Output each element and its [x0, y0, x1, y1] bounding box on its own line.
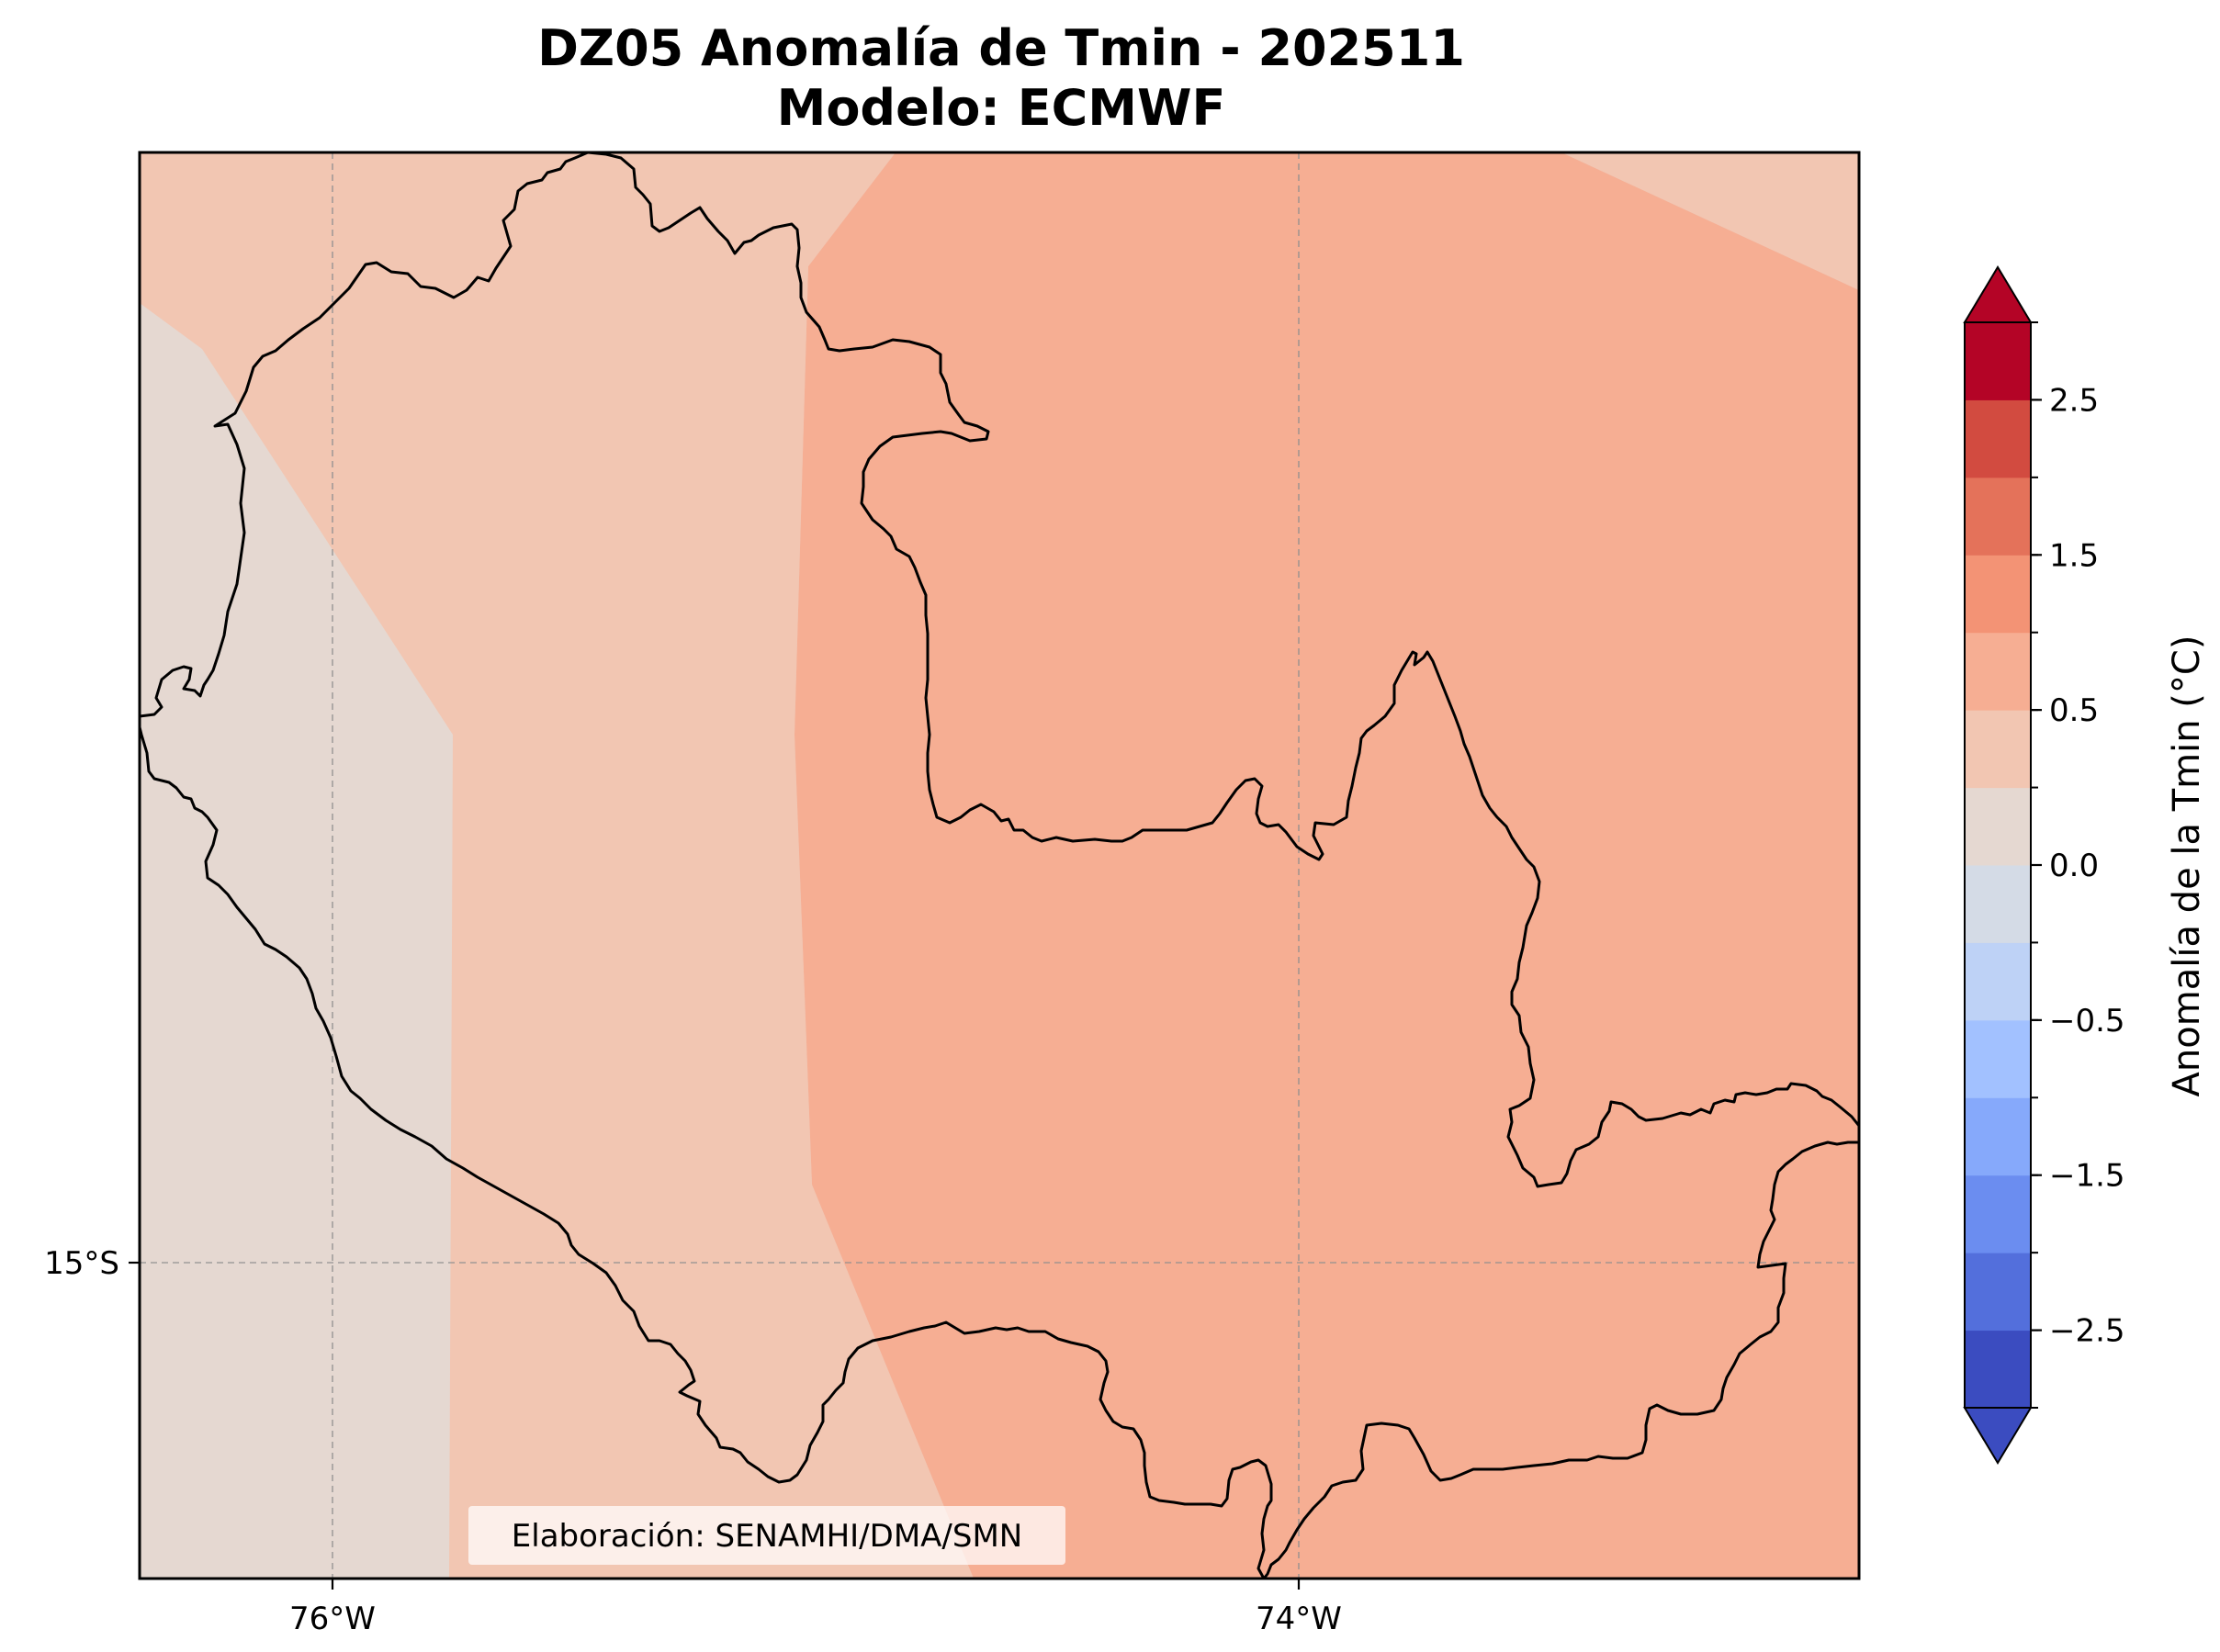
colorbar-tick-label: 1.5 — [2049, 537, 2099, 574]
lat-label-15s: 15°S — [44, 1245, 119, 1282]
colorbar-tick-label: −2.5 — [2049, 1313, 2125, 1350]
colorbar-tick-label: −0.5 — [2049, 1003, 2125, 1040]
colorbar-extend-over — [1963, 265, 2033, 323]
colorbar-segment — [1965, 399, 2031, 478]
map-frame — [138, 151, 1861, 1580]
colorbar-segment — [1965, 1097, 2031, 1176]
colorbar-segment — [1965, 1330, 2031, 1409]
colorbar-segment — [1965, 865, 2031, 943]
gridlines — [140, 152, 1859, 1579]
colorbar-segment — [1965, 555, 2031, 634]
colorbar-segment — [1965, 322, 2031, 400]
colorbar-tick-label: 2.5 — [2049, 382, 2099, 419]
lon-label-74w: 74°W — [1256, 1601, 1342, 1637]
credit-text: Elaboración: SENAMHI/DMA/SMN — [512, 1518, 1022, 1555]
region-boundary — [140, 152, 1859, 1579]
map-panel: Elaboración: SENAMHI/DMA/SMN — [140, 152, 1859, 1579]
colorbar-tick-label: −1.5 — [2049, 1158, 2125, 1195]
map-axis-ticks — [129, 1261, 1301, 1590]
colorbar-label: Anomalía de la Tmin (°C) — [2166, 635, 2208, 1097]
colorbar-segment — [1965, 787, 2031, 866]
map-title: DZ05 Anomalía de Tmin - 202511 — [537, 19, 1465, 77]
colorbar-tick-label: 0.5 — [2049, 692, 2099, 729]
colorbar-segment — [1965, 1253, 2031, 1332]
lon-label-76w: 76°W — [289, 1601, 376, 1637]
colorbar-segment — [1965, 710, 2031, 789]
colorbar-segment — [1965, 942, 2031, 1021]
colorbar-segment — [1965, 477, 2031, 556]
colorbar-segment — [1965, 1019, 2031, 1098]
colorbar-segment — [1965, 1174, 2031, 1253]
colorbar-tick-label: 0.0 — [2049, 848, 2099, 884]
anomaly-region-mid — [140, 152, 1859, 1579]
colorbar-segment — [1965, 632, 2031, 711]
credit-box — [468, 1506, 1065, 1565]
anomaly-region-high — [794, 152, 1859, 1579]
map-subtitle: Modelo: ECMWF — [777, 79, 1226, 137]
colorbar-extend-under — [1963, 1407, 2033, 1465]
colorbar: 2.5 1.5 0.5 0.0 −0.5 −1.5 −2.5 — [1963, 265, 2125, 1465]
